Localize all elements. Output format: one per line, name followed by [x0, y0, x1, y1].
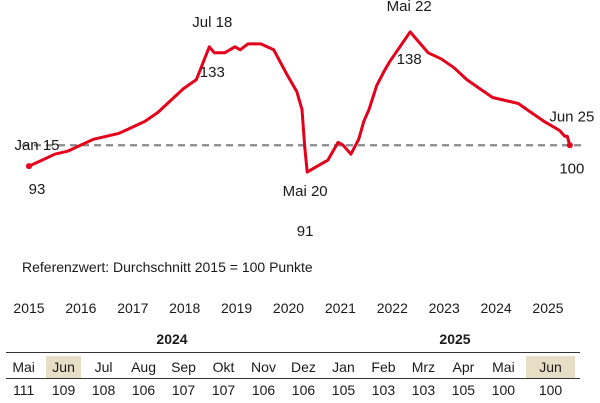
x-tick-label-2022: 2022 — [376, 300, 408, 316]
x-tick-label-2018: 2018 — [169, 300, 201, 316]
annotation-mai22: Mai 22 — [387, 0, 432, 15]
table-month-cell: Jan — [332, 359, 355, 375]
x-tick-label-2015: 2015 — [13, 300, 45, 316]
table-value-cell: 111 — [12, 382, 35, 398]
table-month-cell: Feb — [371, 359, 396, 375]
x-tick-label-2017: 2017 — [117, 300, 149, 316]
table-month-cell: Dez — [291, 359, 316, 375]
table-value-cell: 107 — [211, 382, 236, 398]
annotation-value-133: 133 — [200, 64, 225, 81]
table-values-row: 111 109 108 106 107 107 106 106 105 103 103 105 100 1… — [6, 380, 580, 400]
series-start-point — [26, 163, 32, 170]
x-tick-label-2021: 2021 — [324, 300, 356, 316]
series-line-0 — [27, 30, 572, 174]
annotation-value-138: 138 — [397, 51, 422, 68]
annotation-value-100: 100 — [559, 160, 584, 177]
annotation-value-91: 91 — [297, 223, 314, 240]
table-month-cell: Jul — [94, 359, 113, 375]
x-tick-label-2019: 2019 — [221, 300, 253, 316]
x-axis-year-labels: 2015 2016 2017 2018 2019 2020 2021 2022 2023 2024… — [0, 300, 600, 320]
table-value-cell: 107 — [171, 382, 196, 398]
x-tick-label-2020: 2020 — [272, 300, 305, 316]
annotation-jan15: Jan 15 — [14, 137, 59, 154]
table-month-cell: Jun — [525, 356, 576, 378]
table-value-cell: 105 — [451, 382, 476, 398]
x-tick-label-2025: 2025 — [532, 300, 564, 316]
table-middle-divider — [6, 378, 580, 379]
annotation-value-93: 93 — [29, 181, 46, 198]
table-month-cell: Aug — [131, 359, 156, 375]
table-value-cell: 103 — [411, 382, 436, 398]
table-month-cell: Mai — [12, 359, 35, 375]
table-value-cell: 109 — [51, 382, 76, 398]
table-value-cell: 100 — [491, 382, 516, 398]
table-value-cell: 105 — [331, 382, 356, 398]
annotation-jun25: Jun 25 — [549, 108, 594, 125]
table-month-cell: Nov — [251, 359, 276, 375]
annotation-jul18: Jul 18 — [192, 14, 232, 31]
series-end-point — [566, 142, 573, 149]
x-tick-label-2016: 2016 — [65, 300, 97, 316]
table-month-cell: Jun — [45, 356, 82, 378]
table-value-cell: 106 — [291, 382, 316, 398]
table-month-cell: Sep — [171, 359, 196, 375]
line-chart: Jan 15 93 Jul 18 133 Mai 20 91 Mai 22 138 Jun 25… — [14, 0, 594, 240]
x-tick-label-2023: 2023 — [428, 300, 460, 316]
x-tick-label-2024: 2024 — [480, 300, 512, 316]
table-value-cell: 106 — [251, 382, 276, 398]
table-value-cell: 106 — [131, 382, 156, 398]
table-top-divider — [6, 352, 580, 353]
table-year-2025: 2025 — [439, 331, 471, 347]
table-month-cell: Okt — [212, 359, 235, 375]
table-value-cell: 108 — [91, 382, 116, 398]
annotation-mai20: Mai 20 — [283, 183, 328, 200]
table-months-row: Mai Jun Jul Aug Sep Okt Nov Dez Jan Feb Mrz Apr Mai J… — [6, 356, 580, 378]
table-value-cell: 103 — [371, 382, 396, 398]
reference-note: Referenzwert: Durchschnitt 2015 = 100 Pu… — [22, 259, 313, 275]
table-value-cell: 100 — [538, 382, 563, 398]
table-month-cell: Apr — [452, 359, 475, 375]
table-year-2024: 2024 — [156, 331, 188, 347]
table-month-cell: Mrz — [411, 359, 436, 375]
table-month-cell: Mai — [492, 359, 515, 375]
